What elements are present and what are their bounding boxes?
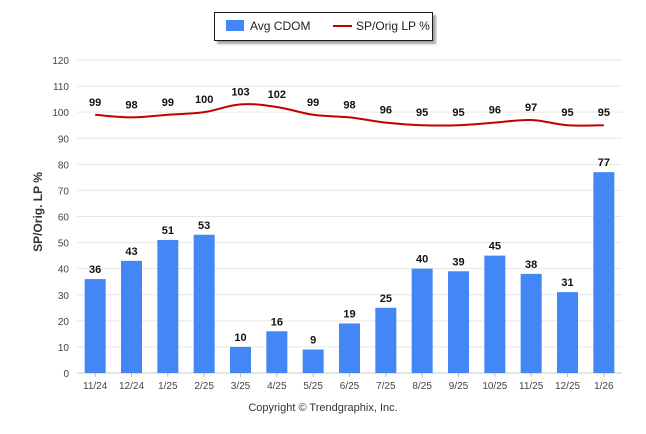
x-tick-label: 9/25 bbox=[449, 381, 469, 392]
bar bbox=[484, 255, 506, 373]
line-data-label: 100 bbox=[195, 94, 213, 106]
y-tick-label: 100 bbox=[52, 108, 69, 119]
bar bbox=[557, 292, 578, 373]
line-data-label: 96 bbox=[380, 105, 392, 117]
x-tick-label: 5/25 bbox=[303, 381, 323, 392]
bar-data-label: 51 bbox=[162, 225, 174, 237]
bar bbox=[302, 349, 324, 373]
x-tick-label: 2/25 bbox=[194, 381, 214, 392]
bar bbox=[339, 323, 360, 373]
bar bbox=[193, 234, 215, 373]
bar bbox=[157, 239, 179, 373]
bar-data-label: 36 bbox=[89, 264, 101, 276]
line-data-label: 95 bbox=[452, 107, 464, 119]
bar-data-label: 9 bbox=[310, 335, 316, 347]
x-tick-label: 6/25 bbox=[340, 381, 360, 392]
x-tick-label: 8/25 bbox=[412, 381, 432, 392]
y-tick-label: 70 bbox=[58, 186, 70, 197]
line-data-label: 95 bbox=[561, 107, 573, 119]
line-data-label: 95 bbox=[598, 107, 610, 119]
sp-orig-line bbox=[95, 103, 604, 127]
bar bbox=[84, 279, 106, 373]
x-tick-label: 7/25 bbox=[376, 381, 396, 392]
bar bbox=[266, 331, 288, 373]
line-data-label: 97 bbox=[525, 102, 537, 114]
bar-data-label: 43 bbox=[125, 246, 137, 258]
bar bbox=[230, 346, 251, 373]
bar-data-label: 25 bbox=[380, 293, 392, 305]
bar bbox=[411, 268, 433, 373]
bar-data-label: 40 bbox=[416, 254, 428, 266]
y-tick-label: 60 bbox=[58, 213, 70, 224]
x-tick-label: 11/25 bbox=[519, 381, 544, 392]
y-tick-label: 110 bbox=[53, 82, 69, 93]
copyright-text: Copyright © Trendgraphix, Inc. bbox=[248, 402, 398, 414]
line-data-label: 99 bbox=[89, 97, 101, 109]
line-data-label: 96 bbox=[489, 105, 501, 117]
line-data-label: 99 bbox=[307, 97, 319, 109]
line-data-label: 99 bbox=[162, 97, 174, 109]
y-tick-label: 50 bbox=[58, 239, 70, 250]
bar bbox=[375, 307, 397, 373]
bar bbox=[593, 172, 615, 373]
bar-data-label: 38 bbox=[525, 259, 537, 271]
y-tick-label: 0 bbox=[63, 369, 69, 380]
bar-data-label: 19 bbox=[343, 308, 355, 320]
legend-item-avg-cdom[interactable]: Avg CDOM bbox=[250, 19, 311, 33]
x-tick-label: 3/25 bbox=[231, 381, 251, 392]
bar-data-label: 45 bbox=[489, 241, 501, 253]
line-data-label: 98 bbox=[125, 99, 137, 111]
x-tick-label: 1/26 bbox=[594, 381, 614, 392]
line-swatch-icon bbox=[333, 25, 352, 27]
x-tick-label: 11/24 bbox=[83, 381, 108, 392]
y-tick-label: 20 bbox=[58, 317, 70, 328]
line-data-label: 102 bbox=[268, 89, 286, 101]
bar-data-label: 31 bbox=[561, 277, 573, 289]
y-tick-label: 90 bbox=[58, 134, 70, 145]
y-tick-label: 40 bbox=[58, 265, 70, 276]
y-tick-label: 10 bbox=[58, 343, 70, 354]
x-tick-label: 10/25 bbox=[482, 381, 507, 392]
line-data-label: 95 bbox=[416, 107, 428, 119]
y-tick-label: 80 bbox=[58, 160, 70, 171]
y-tick-label: 30 bbox=[58, 291, 70, 302]
x-tick-label: 4/25 bbox=[267, 381, 287, 392]
bar-data-label: 39 bbox=[452, 256, 464, 268]
x-tick-label: 12/24 bbox=[119, 381, 144, 392]
bar-data-label: 10 bbox=[234, 332, 246, 344]
x-tick-label: 1/25 bbox=[158, 381, 178, 392]
bar-swatch-icon bbox=[226, 20, 244, 31]
bar bbox=[121, 260, 142, 373]
bar-data-label: 53 bbox=[198, 220, 210, 232]
y-tick-label: 120 bbox=[52, 56, 69, 67]
bar bbox=[520, 273, 542, 373]
bar-data-label: 77 bbox=[598, 157, 610, 169]
x-tick-label: 12/25 bbox=[555, 381, 580, 392]
bar bbox=[448, 271, 469, 373]
y-axis-title: SP/Orig. LP % bbox=[31, 172, 45, 252]
line-data-label: 103 bbox=[231, 86, 249, 98]
bar-data-label: 16 bbox=[271, 316, 283, 328]
legend: Avg CDOM SP/Orig LP % bbox=[214, 12, 433, 41]
line-data-label: 98 bbox=[343, 99, 355, 111]
legend-item-sp-orig[interactable]: SP/Orig LP % bbox=[356, 19, 430, 33]
